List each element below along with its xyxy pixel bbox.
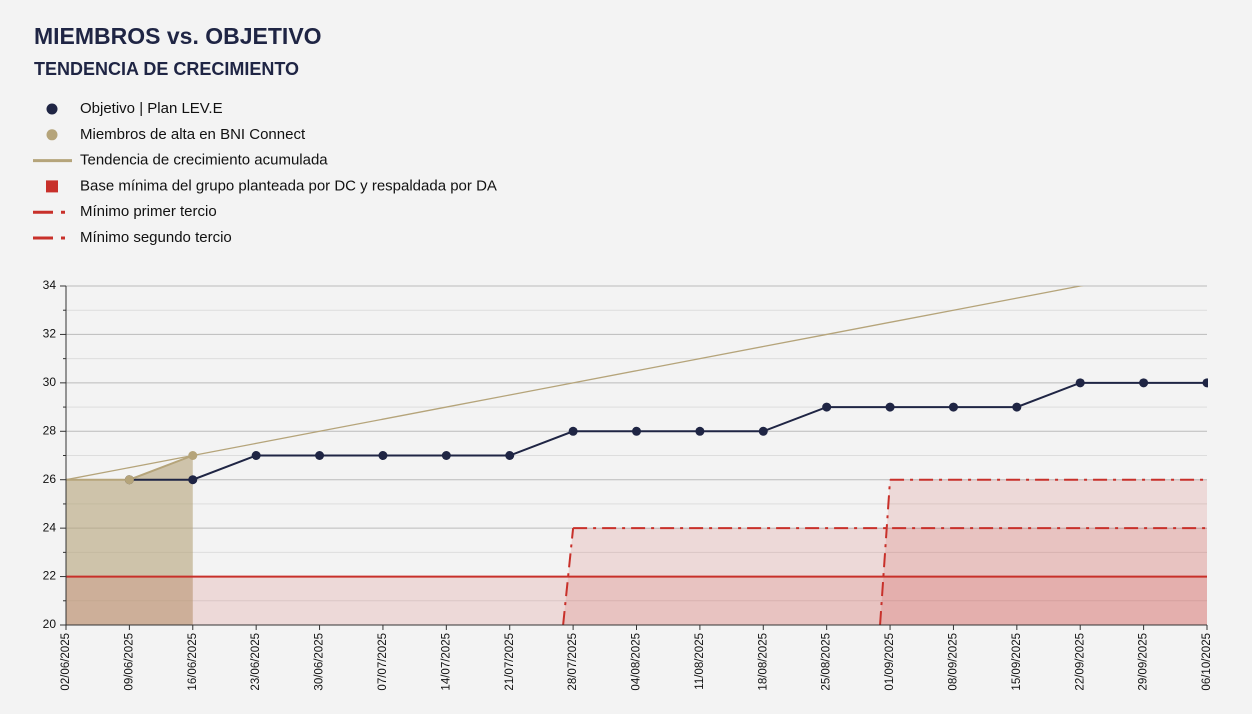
marker <box>251 451 261 460</box>
marker <box>948 402 958 412</box>
marker <box>1202 378 1208 388</box>
chart-title: MIEMBROS vs. OBJETIVO <box>34 23 322 49</box>
marker <box>505 451 515 460</box>
x-tick-label: 11/08/2025 <box>694 633 706 690</box>
x-tick-label: 21/07/2025 <box>504 633 516 691</box>
legend-label: Objetivo | Plan LEV.E <box>80 100 223 117</box>
x-tick-label: 08/09/2025 <box>947 633 959 691</box>
x-tick-label: 07/07/2025 <box>377 633 389 691</box>
x-tick-label: 18/08/2025 <box>757 633 769 691</box>
x-tick-label: 29/09/2025 <box>1138 633 1150 691</box>
x-tick-label: 23/06/2025 <box>250 633 262 691</box>
marker <box>1139 378 1149 388</box>
y-tick-label: 34 <box>43 278 57 292</box>
y-tick-label: 28 <box>43 423 57 437</box>
x-tick-label: 16/06/2025 <box>187 633 199 691</box>
area <box>880 479 1207 625</box>
y-tick-label: 20 <box>43 617 57 631</box>
legend-marker <box>46 103 58 115</box>
legend-label: Base mínima del grupo planteada por DC y… <box>80 177 497 194</box>
marker <box>1012 402 1022 412</box>
marker <box>315 451 325 460</box>
marker <box>1075 378 1085 388</box>
x-tick-label: 22/09/2025 <box>1074 633 1086 691</box>
marker <box>632 426 641 436</box>
x-tick-label: 04/08/2025 <box>631 633 643 691</box>
marker <box>441 451 451 460</box>
plot-area <box>66 286 1208 625</box>
legend-marker <box>46 129 58 141</box>
legend-label: Miembros de alta en BNI Connect <box>80 126 306 143</box>
legend-label: Mínimo primer tercio <box>80 203 217 220</box>
marker <box>188 451 198 460</box>
legend-marker <box>46 180 58 193</box>
y-tick-label: 22 <box>43 569 57 583</box>
x-tick-label: 14/07/2025 <box>440 633 452 691</box>
marker <box>124 475 134 485</box>
area <box>66 455 193 625</box>
rise-line <box>879 479 892 625</box>
x-tick-label: 25/08/2025 <box>821 633 833 691</box>
legend-label: Mínimo segundo tercio <box>80 229 232 246</box>
marker <box>188 475 198 485</box>
x-tick-label: 09/06/2025 <box>123 633 135 691</box>
y-tick-label: 24 <box>43 520 57 534</box>
marker <box>758 426 768 436</box>
marker <box>822 402 832 412</box>
x-tick-label: 30/06/2025 <box>314 633 326 691</box>
x-tick-label: 15/09/2025 <box>1011 633 1023 691</box>
x-tick-label: 28/07/2025 <box>567 633 579 691</box>
legend-label: Tendencia de crecimiento acumulada <box>80 152 328 169</box>
x-tick-label: 01/09/2025 <box>884 633 896 691</box>
marker <box>568 426 578 436</box>
x-tick-label: 02/06/2025 <box>60 633 72 691</box>
marker <box>378 451 388 460</box>
series-line <box>66 286 1084 481</box>
area <box>66 576 1207 625</box>
y-tick-label: 32 <box>43 327 57 341</box>
marker <box>885 402 895 412</box>
y-tick-label: 26 <box>43 472 57 486</box>
chart-subtitle: TENDENCIA DE CRECIMIENTO <box>34 59 299 79</box>
series-line <box>129 381 1207 481</box>
y-tick-label: 30 <box>43 375 57 389</box>
x-tick-label: 06/10/2025 <box>1201 633 1213 691</box>
marker <box>695 426 705 436</box>
